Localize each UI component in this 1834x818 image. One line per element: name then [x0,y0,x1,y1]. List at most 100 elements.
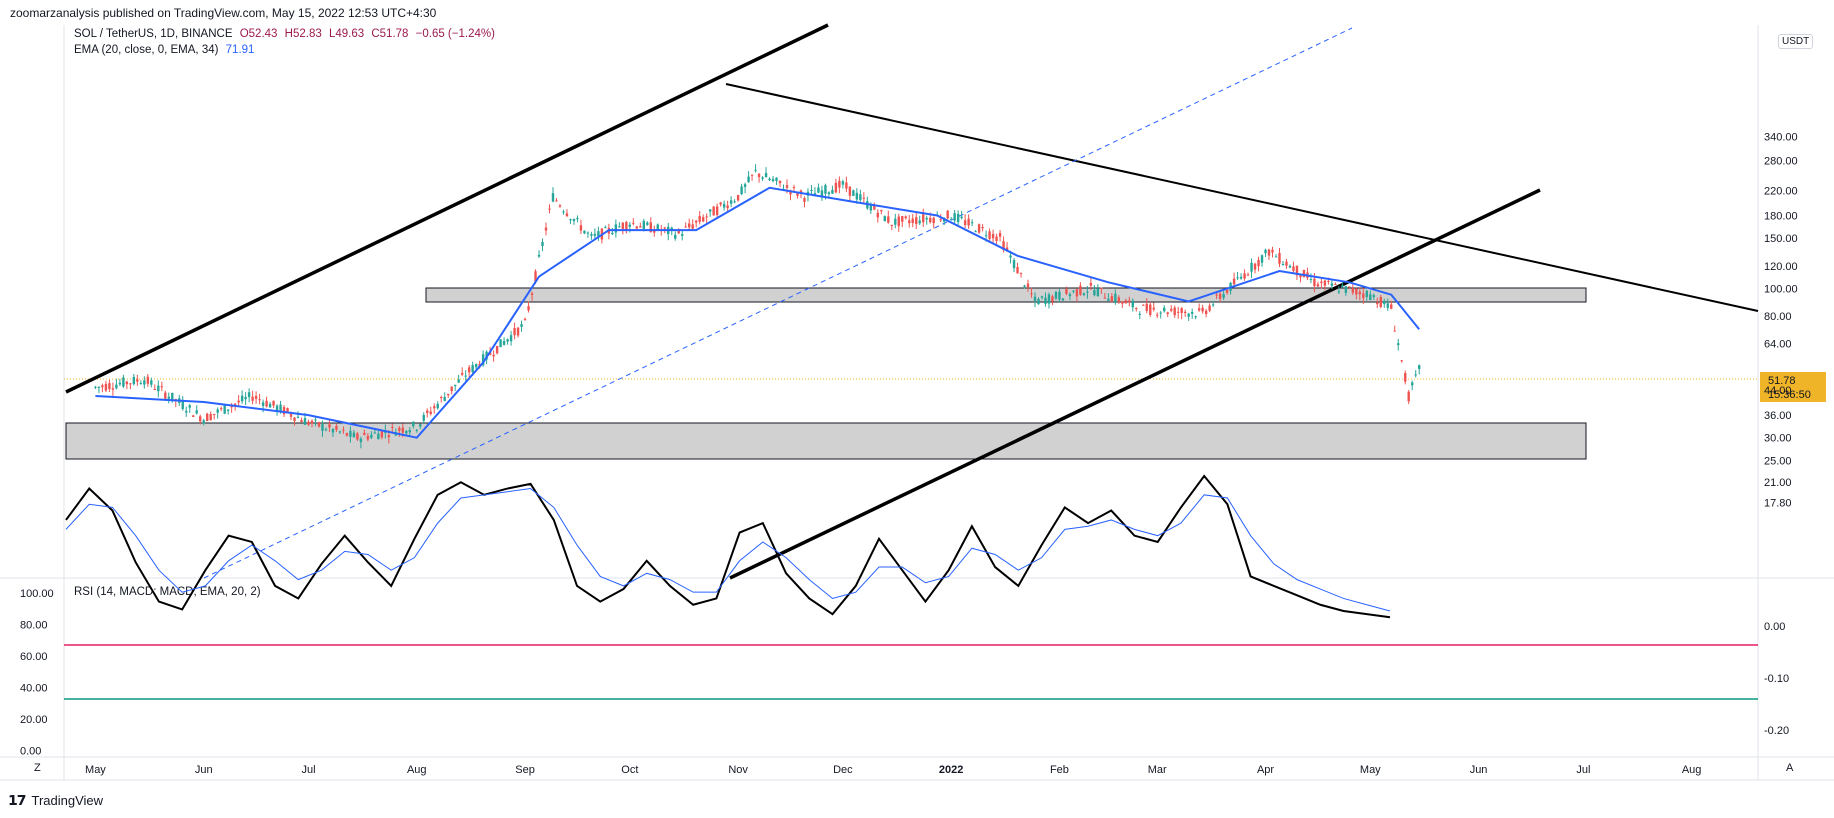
candle-body [712,206,715,216]
candle-body [436,403,439,409]
candle-body [995,236,998,241]
candle-body [1299,275,1302,278]
candle-body [642,220,646,229]
candle-body [876,212,880,218]
time-tick-label: Jun [1470,764,1488,776]
candle-body [481,354,485,366]
candle-body [925,217,928,220]
candle-body [1089,283,1093,286]
open-value: O52.43 [239,28,278,40]
candle-body [199,416,202,422]
zoom-button[interactable]: Z [34,762,41,774]
candle-body [1187,313,1190,317]
candle-body [1344,286,1348,293]
candle-body [1121,301,1124,304]
candle-body [192,415,195,417]
candle-body [1271,249,1274,253]
time-tick-label: Feb [1050,764,1069,776]
candle-body [597,231,600,237]
candle-body [209,413,212,421]
candle-body [694,220,698,223]
candle-body [1194,316,1197,318]
candle-body [157,385,160,392]
candle-body [136,379,139,382]
rsi-left-tick-label: 80.00 [20,620,48,632]
symbol-title[interactable]: SOL / TetherUS, 1D, BINANCE [74,28,233,40]
candle-body [516,327,520,336]
resistance-zone[interactable] [425,287,1587,303]
candle-body [97,386,101,388]
candle-body [1142,304,1145,306]
auto-scale-button[interactable]: A [1786,762,1794,774]
time-axis[interactable]: May Jun Jul Aug Sep Oct Nov Dec 2022 Feb Mar Apr May… [85,764,1701,776]
candle-body [139,383,143,385]
candle-body [1337,291,1341,293]
candle-body [1316,284,1320,287]
candle-body [1236,277,1239,279]
rsi-label[interactable]: RSI (14, MACD: MACD, EMA, 20, 2) [74,586,261,598]
dashed-trendline[interactable] [203,27,1353,579]
brand-name[interactable]: TradingView [31,793,104,808]
candle-body [1341,285,1344,287]
candle-body [429,411,432,414]
candle-body [345,433,349,436]
candle-body [352,432,356,438]
candle-body [1274,256,1278,258]
candle-body [492,354,495,357]
candle-body [502,341,506,345]
candle-body [1107,298,1110,301]
candle-body [206,413,209,422]
candle-body [1243,273,1246,279]
candle-body [932,217,935,224]
footer: 𝟭𝟳 TradingView [8,792,103,809]
ema-label[interactable]: EMA (20, close, 0, EMA, 34) [74,44,219,56]
candle-body [949,218,953,220]
descending-trendline[interactable] [725,83,1759,312]
price-tick-label: 64.00 [1764,339,1792,351]
candle-body [576,217,579,220]
candle-body [1183,311,1187,313]
candle-body [1026,283,1030,288]
candle-body [1407,391,1410,402]
candle-body [848,186,852,196]
candle-body [1054,291,1058,299]
candle-body [450,386,453,392]
candle-body [915,217,918,225]
candle-body [1079,285,1082,295]
candle-body [628,224,632,227]
candle-body [684,226,687,228]
candle-body [1225,289,1229,293]
candle-body [754,169,757,171]
candle-body [1047,294,1051,304]
candle-body [1149,304,1152,315]
candle-body [558,205,562,207]
support-zone[interactable] [65,422,1587,460]
candle-body [1218,293,1222,299]
change-value: −0.65 (−1.24%) [415,28,495,40]
candle-body [1302,269,1306,278]
upper-channel-line[interactable] [65,23,829,394]
candle-body [708,209,712,212]
candle-body [757,173,761,178]
price-axis[interactable]: 340.00 280.00 220.00 180.00 150.00 120.00 100.… [1764,132,1798,510]
candle-body [778,180,782,184]
candle-body [1281,264,1285,266]
candle-body [894,218,897,225]
candle-body [1257,259,1260,267]
candle-body [296,416,300,418]
candle-body [226,409,230,411]
candle-body [726,205,729,209]
candle-body [548,208,551,210]
candle-body [1037,298,1040,305]
lower-channel-line[interactable] [729,188,1541,580]
candle-body [331,428,335,433]
candle-body [1239,276,1243,279]
candle-body [981,227,984,229]
candle-body [426,410,429,413]
candle-body [1058,291,1061,300]
candle-body [967,218,970,226]
candle-body [722,203,726,208]
candle-body [729,200,733,204]
currency-badge[interactable]: USDT [1778,34,1814,49]
